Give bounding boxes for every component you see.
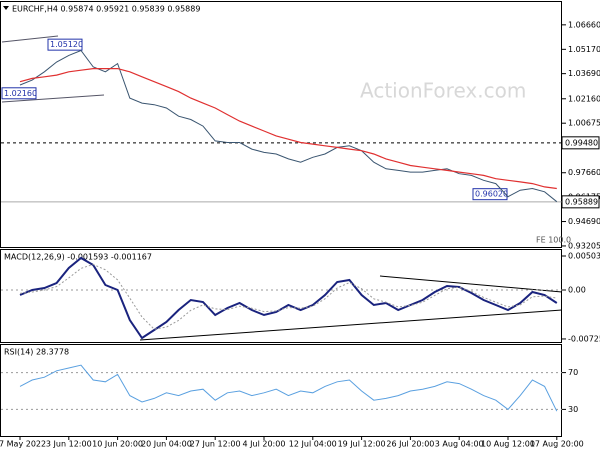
price-label-box	[561, 136, 600, 150]
x-tick-label: 3 Aug 04:00	[435, 440, 484, 449]
annotation-box	[47, 38, 83, 51]
annotation-box	[472, 188, 508, 201]
annotation-box	[1, 87, 37, 100]
y-tick-label: 0.93205	[568, 241, 600, 250]
x-tick-label: 20 Jun 04:00	[141, 440, 192, 449]
series-line	[19, 68, 557, 190]
collapse-icon	[3, 6, 9, 10]
y-tick-label: 1.00675	[568, 119, 600, 128]
y-tick-label: 1.06660	[568, 20, 600, 29]
x-tick-label: 19 Jul 12:00	[338, 440, 386, 449]
x-tick-label: 4 Jul 20:00	[243, 440, 286, 449]
annotation-label: 1.02160	[4, 89, 37, 98]
main-panel	[0, 1, 562, 248]
x-tick-label: 26 Jul 20:00	[386, 440, 434, 449]
y-tick-label: 30	[568, 405, 578, 414]
price-label: 0.95889	[565, 197, 598, 206]
x-tick-label: 3 Jun 12:00	[46, 440, 92, 449]
y-tick-label: 0.94690	[568, 217, 600, 226]
x-tick-label: 17 Aug 20:00	[530, 440, 584, 449]
series-line	[19, 256, 558, 340]
annotation-label: 0.96020	[475, 190, 508, 199]
y-tick-label: 1.05170	[568, 45, 600, 54]
x-tick-label: 27 Jun 12:00	[190, 440, 241, 449]
trend-line	[379, 275, 563, 293]
rsi-title: RSI(14) 28.3778	[4, 348, 69, 357]
annotation-label: 1.05120	[50, 40, 83, 49]
y-tick-label: 0.97660	[568, 168, 600, 177]
y-tick-label: 0.005037	[568, 252, 600, 261]
rsi-panel	[0, 344, 562, 437]
y-tick-label: 0.00	[568, 286, 586, 295]
y-tick-label: 70	[568, 368, 578, 377]
y-tick-label: 1.03690	[568, 69, 600, 78]
macd-panel	[0, 249, 562, 343]
channel-line	[1, 35, 59, 43]
price-label-box	[561, 195, 600, 209]
y-tick-label: 1.02160	[568, 94, 600, 103]
x-tick-label: 12 Jul 04:00	[289, 440, 337, 449]
series-line	[19, 364, 558, 412]
main-title: EURCHF,H4 0.95874 0.95921 0.95839 0.9588…	[12, 5, 200, 14]
channel-line	[1, 94, 105, 103]
y-tick-label: -0.007251	[568, 334, 600, 343]
macd-title: MACD(12,26,9) -0.001593 -0.001167	[4, 253, 152, 262]
x-tick-label: 27 May 2022	[0, 440, 46, 449]
fe-label: FE 100.0	[536, 236, 571, 245]
trend-line	[139, 309, 563, 341]
x-tick-label: 10 Jun 20:00	[92, 440, 143, 449]
watermark: ActionForex.com	[360, 79, 526, 103]
x-tick-label: 10 Aug 12:00	[481, 440, 535, 449]
price-label: 0.99480	[565, 138, 598, 147]
